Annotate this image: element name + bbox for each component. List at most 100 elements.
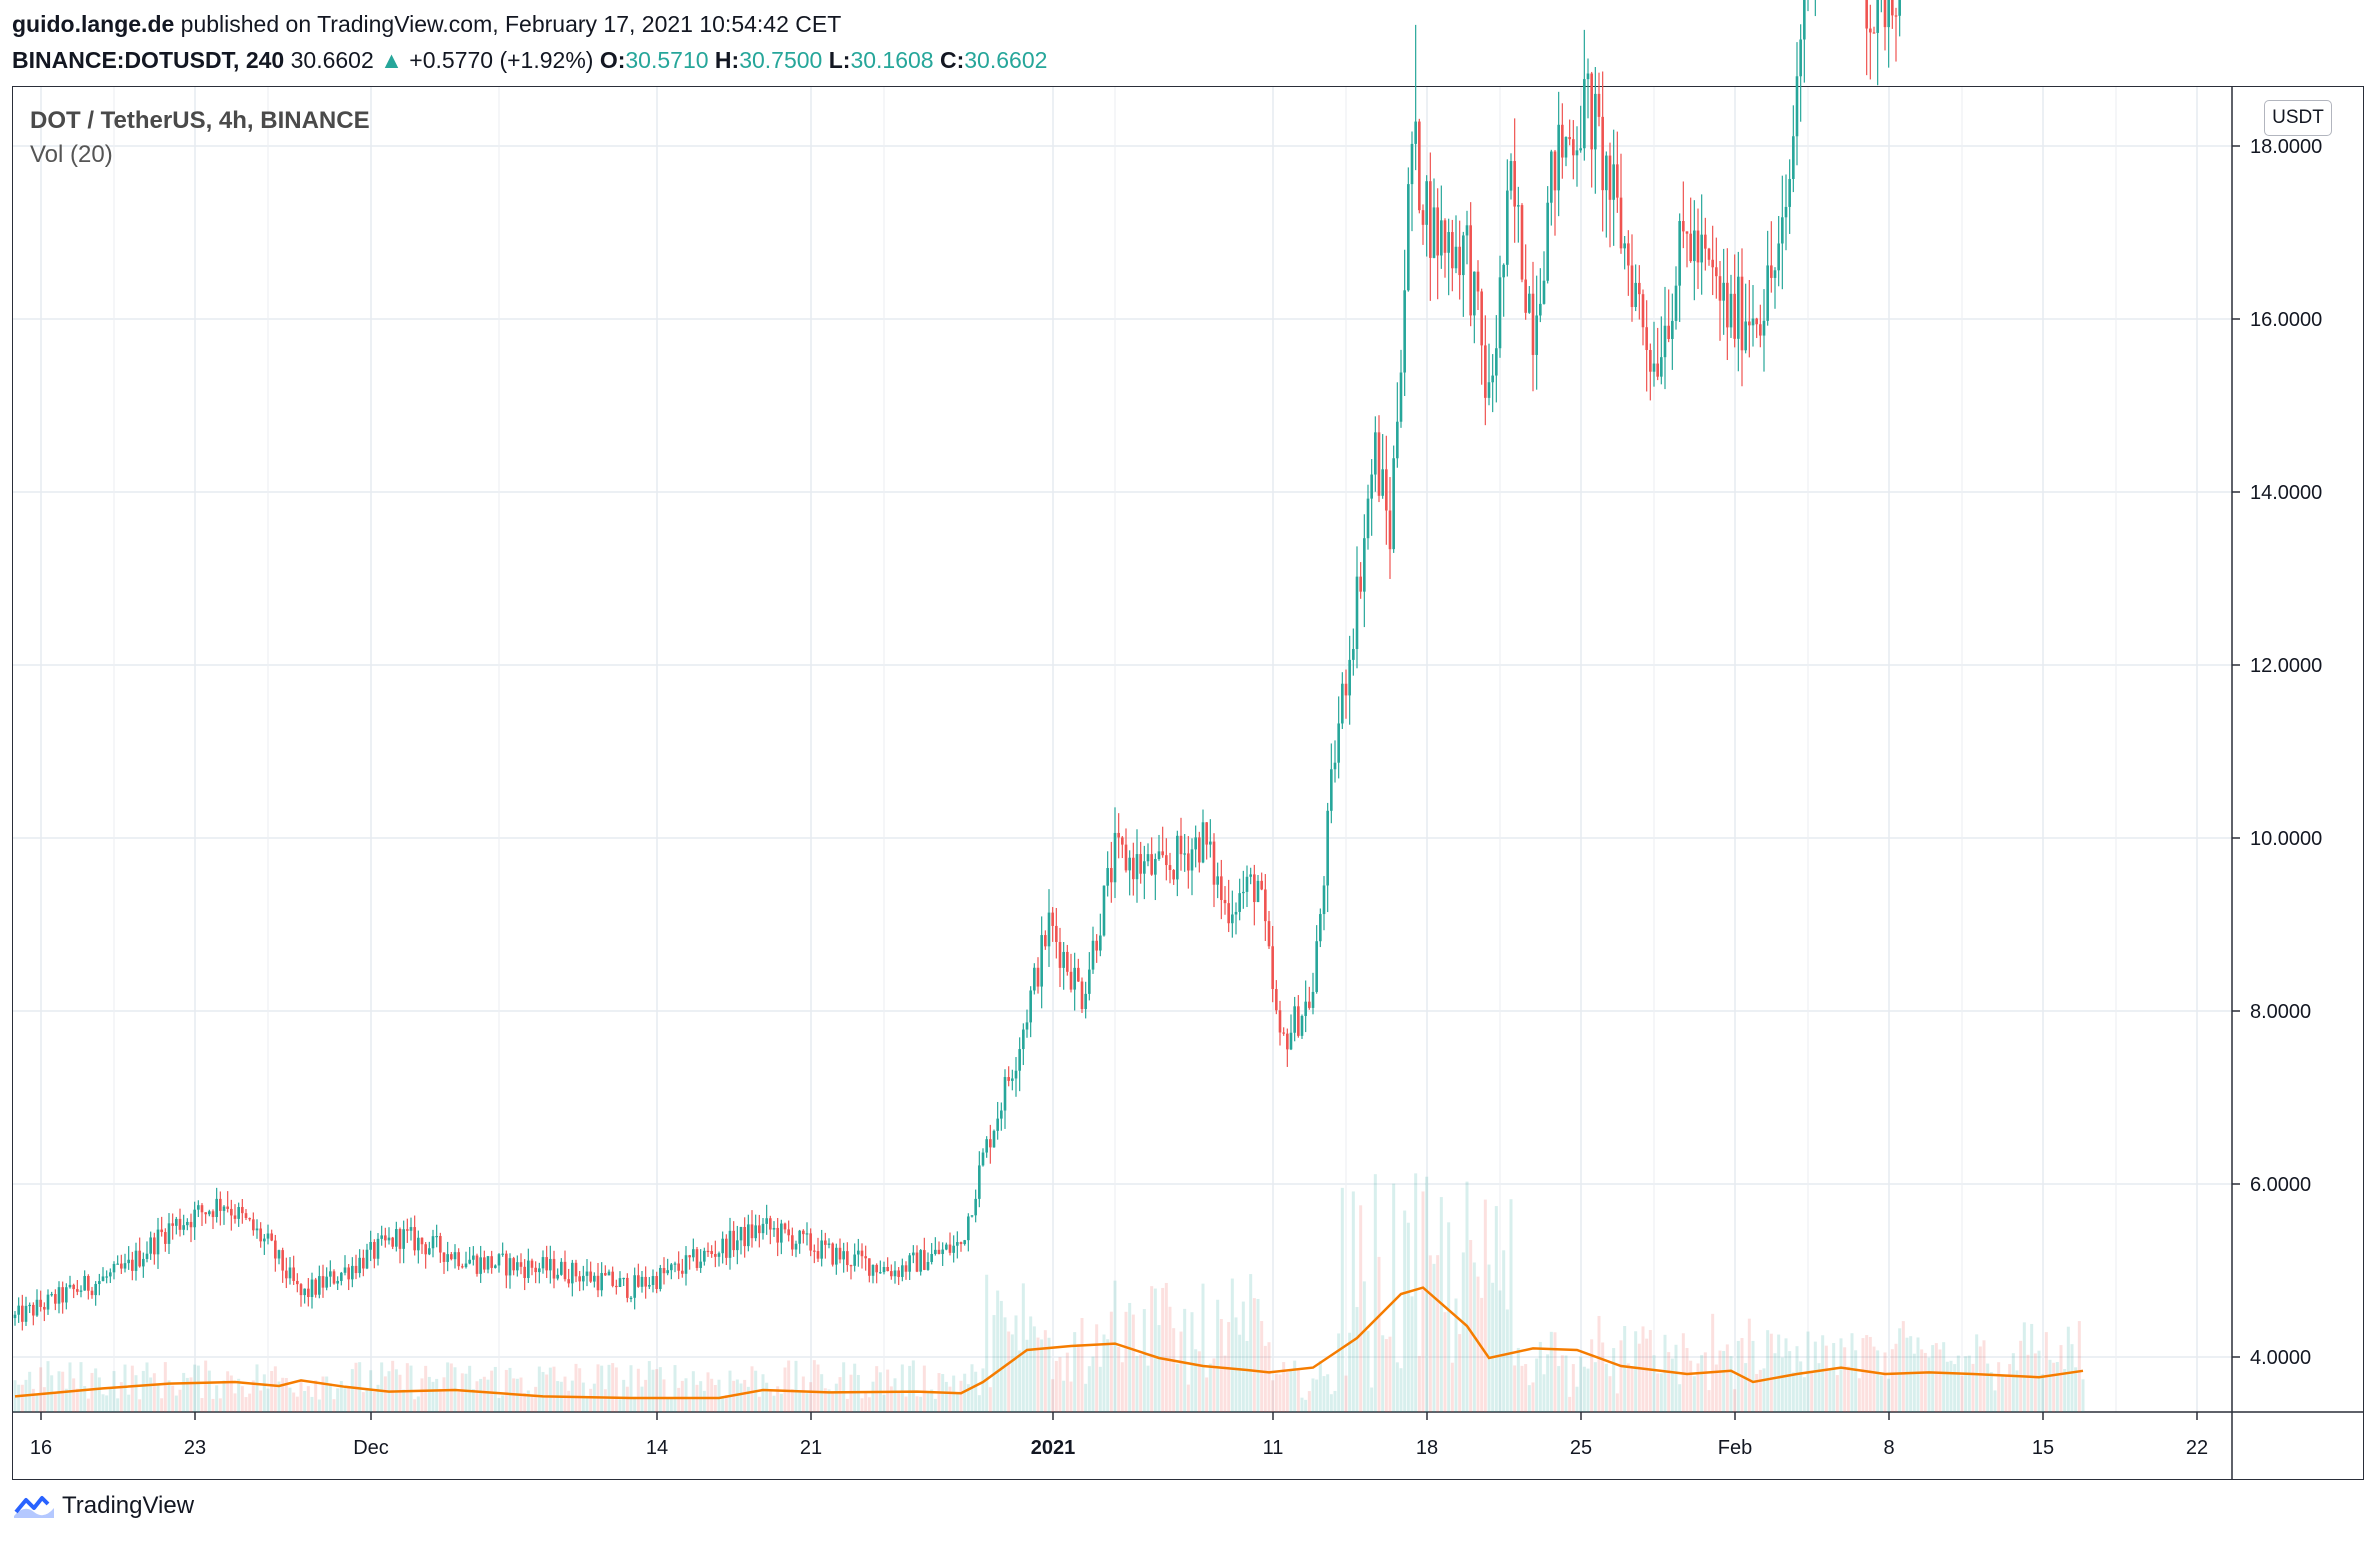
candle-body <box>307 1288 310 1298</box>
volume-bar <box>1348 1332 1352 1412</box>
volume-bar <box>548 1367 552 1412</box>
candle-body <box>453 1252 457 1260</box>
x-tick-label: Feb <box>1718 1437 1752 1459</box>
volume-bar <box>1076 1343 1080 1412</box>
volume-bar <box>156 1385 160 1412</box>
candle-body <box>1425 181 1428 225</box>
candle-body <box>523 1266 526 1278</box>
candle-body <box>1414 121 1417 144</box>
candle-body <box>1502 264 1505 278</box>
candle-body <box>853 1254 856 1266</box>
candle-body <box>879 1272 882 1274</box>
candle-body <box>270 1233 273 1241</box>
candle-body <box>321 1276 325 1288</box>
volume-bar <box>1205 1377 1209 1412</box>
volume-bar <box>240 1386 244 1412</box>
volume-bar <box>651 1369 655 1412</box>
volume-bar <box>1670 1358 1674 1412</box>
volume-bar <box>2081 1379 2085 1412</box>
volume-bar <box>1212 1358 1216 1412</box>
candle-body <box>65 1287 68 1303</box>
author[interactable]: guido.lange.de <box>12 11 175 37</box>
candle-body <box>1663 325 1667 358</box>
candle-body <box>450 1254 453 1260</box>
volume-bar <box>75 1388 79 1412</box>
candle-body <box>868 1258 871 1276</box>
volume-bar <box>134 1375 138 1412</box>
volume-bar <box>497 1397 501 1412</box>
candle-body <box>556 1274 559 1279</box>
candle-body <box>1685 231 1689 234</box>
candle-body <box>1286 1033 1289 1050</box>
volume-bar <box>1553 1332 1557 1412</box>
volume-bar <box>1898 1328 1902 1412</box>
volume-bar <box>1879 1375 1883 1412</box>
volume-bar <box>622 1379 626 1412</box>
candle-body <box>428 1248 431 1255</box>
price-change: +0.5770 (+1.92%) <box>409 47 594 73</box>
volume-bar <box>20 1384 24 1412</box>
volume-bar <box>603 1389 607 1412</box>
candle-body <box>776 1227 779 1243</box>
candle-body <box>1231 914 1234 924</box>
volume-bar <box>1014 1315 1018 1412</box>
volume-bar <box>211 1398 215 1412</box>
candle-body <box>1480 291 1483 346</box>
candle-body <box>120 1263 123 1269</box>
volume-bar <box>1461 1252 1465 1412</box>
candle-body <box>512 1258 515 1271</box>
volume-bar <box>108 1387 112 1412</box>
volume-bar <box>1040 1339 1044 1412</box>
volume-bar <box>244 1397 248 1412</box>
volume-bar <box>1062 1380 1066 1412</box>
volume-bar <box>1102 1334 1106 1412</box>
volume-bar <box>1403 1210 1407 1412</box>
volume-bar <box>350 1369 354 1412</box>
volume-bar <box>893 1378 897 1412</box>
candle-body <box>72 1284 75 1290</box>
candle-body <box>1080 981 1084 1010</box>
volume-bar <box>372 1391 376 1412</box>
candle-body <box>376 1238 380 1259</box>
candle-body <box>318 1276 321 1295</box>
volume-bar <box>2052 1362 2056 1412</box>
volume-bar <box>743 1379 747 1412</box>
candle-body <box>1238 893 1241 912</box>
volume-bar <box>1663 1334 1667 1412</box>
volume-bar <box>226 1371 230 1412</box>
candle-body <box>369 1242 372 1250</box>
volume-bar <box>1395 1362 1399 1412</box>
volume-bar <box>1175 1363 1179 1412</box>
candle-body <box>1282 1032 1285 1034</box>
volume-bar <box>1117 1346 1121 1412</box>
volume-bar <box>215 1385 219 1412</box>
candle-body <box>1091 940 1095 970</box>
candle-body <box>1121 837 1124 845</box>
volume-bar <box>1865 1335 1869 1412</box>
y-tick-label: 6.0000 <box>2250 1174 2311 1196</box>
candle-body <box>787 1229 790 1236</box>
candle-body <box>567 1279 570 1284</box>
candle-body <box>1029 990 1032 1023</box>
volume-bar <box>966 1384 970 1412</box>
candle-body <box>178 1218 182 1230</box>
candle-body <box>549 1258 552 1271</box>
candle-body <box>1319 914 1322 942</box>
candle-body <box>1784 206 1788 218</box>
volume-bar <box>17 1384 21 1412</box>
candle-body <box>1418 121 1421 211</box>
candle-body <box>629 1297 633 1299</box>
candle-body <box>1667 325 1670 339</box>
volume-bar <box>251 1380 255 1412</box>
currency-unit-button[interactable]: USDT <box>2264 100 2332 136</box>
volume-bar <box>1366 1330 1370 1412</box>
volume-bar <box>750 1366 754 1412</box>
volume-bar <box>262 1374 266 1412</box>
volume-bar <box>1058 1357 1062 1412</box>
candle-body <box>1733 293 1736 339</box>
volume-bar <box>1920 1349 1924 1412</box>
candle-body <box>200 1205 204 1213</box>
candle-body <box>259 1228 262 1242</box>
footer-brand-name: TradingView <box>62 1492 195 1519</box>
